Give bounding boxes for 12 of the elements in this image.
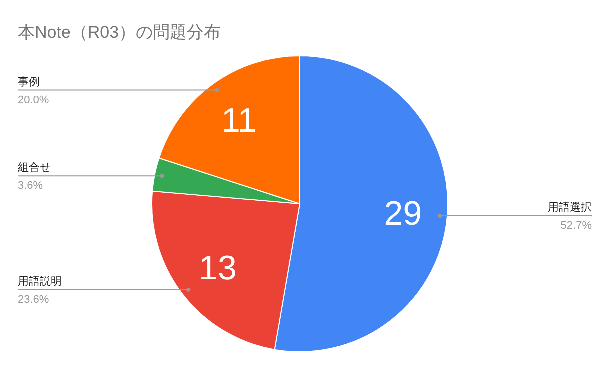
text: 52.7% <box>560 220 592 232</box>
text: 3.6% <box>18 180 44 192</box>
slice-label: 事例 <box>18 75 40 88</box>
chart-title: 本Note（R03）の問題分布 <box>18 23 222 42</box>
text: 23.6% <box>18 294 50 306</box>
slice-label: 用語説明 <box>18 274 62 288</box>
data-label: 29 <box>384 194 422 233</box>
data-label: 11 <box>221 102 257 140</box>
slice-label: 組合せ <box>17 161 51 174</box>
text: 20.0% <box>18 94 50 106</box>
data-label: 13 <box>199 249 237 288</box>
slice-label: 用語選択 <box>548 201 592 214</box>
